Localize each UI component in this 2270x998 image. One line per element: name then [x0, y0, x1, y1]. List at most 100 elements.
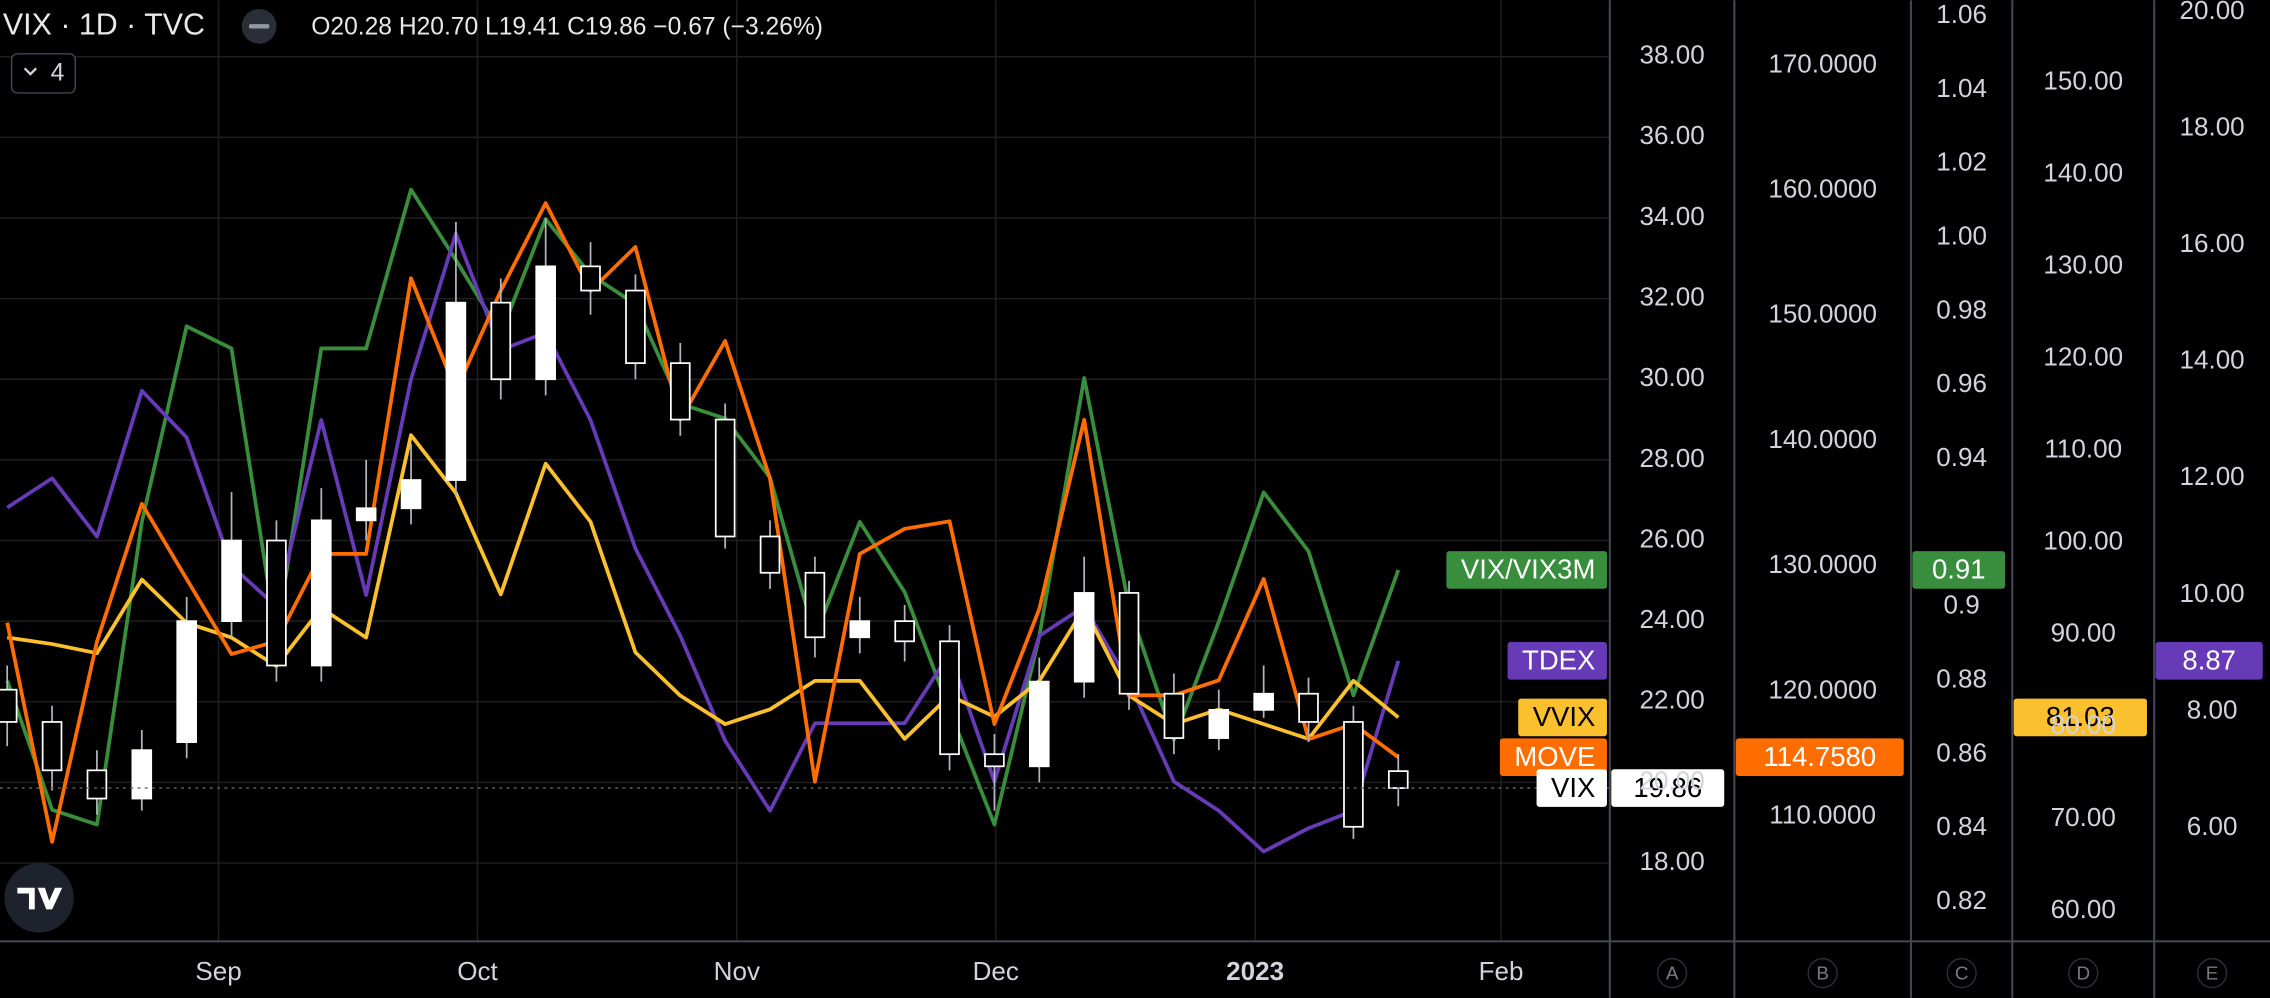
y-tick-label: 0.98 — [1936, 294, 1987, 324]
candle-body — [804, 571, 826, 639]
y-tick-label: 160.0000 — [1768, 173, 1877, 203]
x-tick-label: Nov — [714, 956, 760, 986]
series-name-tag — [1536, 769, 1607, 807]
candle-body — [1028, 680, 1050, 768]
last-value-tag — [2013, 698, 2147, 737]
price-tags: 0.91 VIX/VIX3M 8.87 TDEX 81.03 VVIX 114.7580 MO… — [1446, 551, 2263, 807]
candle-body — [86, 769, 108, 800]
series-name-tag — [1499, 738, 1607, 777]
legend-label: MOVE — [1514, 741, 1595, 772]
candle-body — [490, 301, 512, 381]
series-name-tag — [1446, 551, 1607, 589]
axis-badge — [1807, 957, 1838, 989]
candle-body — [759, 535, 781, 574]
candle-body — [1387, 770, 1409, 789]
candle-body — [1163, 692, 1185, 739]
axis-label: A — [1666, 963, 1679, 984]
chart-title: VIX · 1D · TVC — [3, 7, 205, 41]
candle-body — [894, 620, 915, 643]
last-value-label: 0.91 — [1932, 554, 1986, 585]
last-value-tag — [1912, 551, 2006, 589]
candle-body — [355, 507, 377, 522]
candle-body — [311, 519, 332, 667]
candle-body — [714, 418, 736, 538]
y-tick-label: 20.00 — [1640, 765, 1705, 795]
y-tick-label: 170.0000 — [1768, 48, 1877, 78]
y-tick-label: 14.00 — [2179, 345, 2244, 375]
y-tick-label: 140.0000 — [1768, 424, 1877, 454]
y-tick-label: 0.84 — [1936, 811, 1987, 841]
series-name-tag — [1507, 642, 1607, 680]
candle-body — [939, 640, 960, 756]
candle-body — [400, 479, 422, 510]
y-tick-label: 130.00 — [2043, 250, 2123, 280]
indicators-toggle[interactable] — [10, 53, 77, 94]
candle-body — [1073, 592, 1095, 683]
candle-body — [131, 749, 153, 800]
series-name-tag — [1518, 698, 1607, 737]
y-tick-label: 10.00 — [2179, 578, 2244, 608]
axis-badge — [2196, 957, 2228, 989]
y-tick-label: 8.00 — [2187, 694, 2238, 724]
axis-label: B — [1816, 963, 1829, 984]
y-tick-label: 32.00 — [1640, 281, 1705, 311]
y-tick-label: 1.02 — [1936, 147, 1987, 177]
plot-area — [0, 187, 1610, 854]
y-tick-label: 110.0000 — [1769, 800, 1876, 830]
candle-body — [176, 620, 197, 743]
logo[interactable] — [4, 863, 74, 933]
axis-badge — [1656, 957, 1688, 989]
chevron-icon — [23, 67, 38, 76]
candle-body — [535, 265, 556, 381]
axis-badge — [1946, 957, 1977, 989]
y-tick-label: 20.00 — [2179, 0, 2244, 25]
last-value-tag — [1611, 769, 1725, 807]
y-tick-label: 120.0000 — [1768, 674, 1877, 704]
candle-body — [0, 688, 18, 723]
y-tick-label: 70.00 — [2051, 802, 2116, 832]
y-tick-label: 26.00 — [1640, 523, 1705, 553]
candle-body — [1208, 708, 1230, 739]
y-tick-label: 22.00 — [1640, 685, 1705, 715]
candle-body — [849, 620, 871, 639]
x-tick-label: Dec — [973, 956, 1019, 986]
y-tick-label: 120.00 — [2043, 342, 2123, 372]
x-tick-label: Feb — [1479, 956, 1524, 986]
y-tick-label: 18.00 — [1640, 846, 1705, 876]
y-tick-label: 80.00 — [2051, 710, 2116, 740]
last-value-label: 81.03 — [2046, 701, 2115, 732]
legend-label: VVIX — [1533, 701, 1596, 732]
y-tick-label: 0.9 — [1944, 590, 1980, 620]
candle-body — [984, 753, 1005, 768]
y-tick-label: 110.00 — [2044, 434, 2122, 464]
y-tick-label: 140.00 — [2043, 158, 2123, 188]
y-tick-label: 0.96 — [1936, 368, 1987, 398]
candle-body — [1298, 692, 1319, 723]
candle-body — [1343, 721, 1364, 828]
y-tick-label: 28.00 — [1640, 443, 1705, 473]
y-tick-label: 90.00 — [2051, 618, 2116, 648]
legend-label: TDEX — [1522, 645, 1595, 676]
y-tick-label: 38.00 — [1640, 40, 1705, 70]
candle-body — [445, 301, 467, 481]
candle-body — [221, 539, 242, 623]
settings-icon — [249, 24, 270, 29]
last-value-tag — [1735, 738, 1904, 777]
axis-label: E — [2206, 963, 2219, 984]
axis-badge — [2068, 957, 2099, 989]
y-tick-label: 0.86 — [1936, 737, 1987, 767]
y-tick-label: 24.00 — [1640, 604, 1705, 634]
y-tick-label: 12.00 — [2179, 461, 2244, 491]
y-tick-label: 60.00 — [2051, 894, 2116, 924]
y-tick-label: 0.94 — [1936, 442, 1987, 472]
legend-label: VIX — [1551, 772, 1595, 803]
y-tick-label: 34.00 — [1640, 201, 1705, 231]
y-tick-label: 0.82 — [1936, 885, 1987, 915]
axis-label: C — [1955, 963, 1969, 984]
candle-body — [1253, 692, 1274, 711]
y-tick-label: 0.88 — [1936, 664, 1987, 694]
last-value-label: 19.86 — [1633, 772, 1702, 803]
candle-body — [41, 721, 63, 772]
last-value-label: 114.7580 — [1763, 741, 1876, 772]
